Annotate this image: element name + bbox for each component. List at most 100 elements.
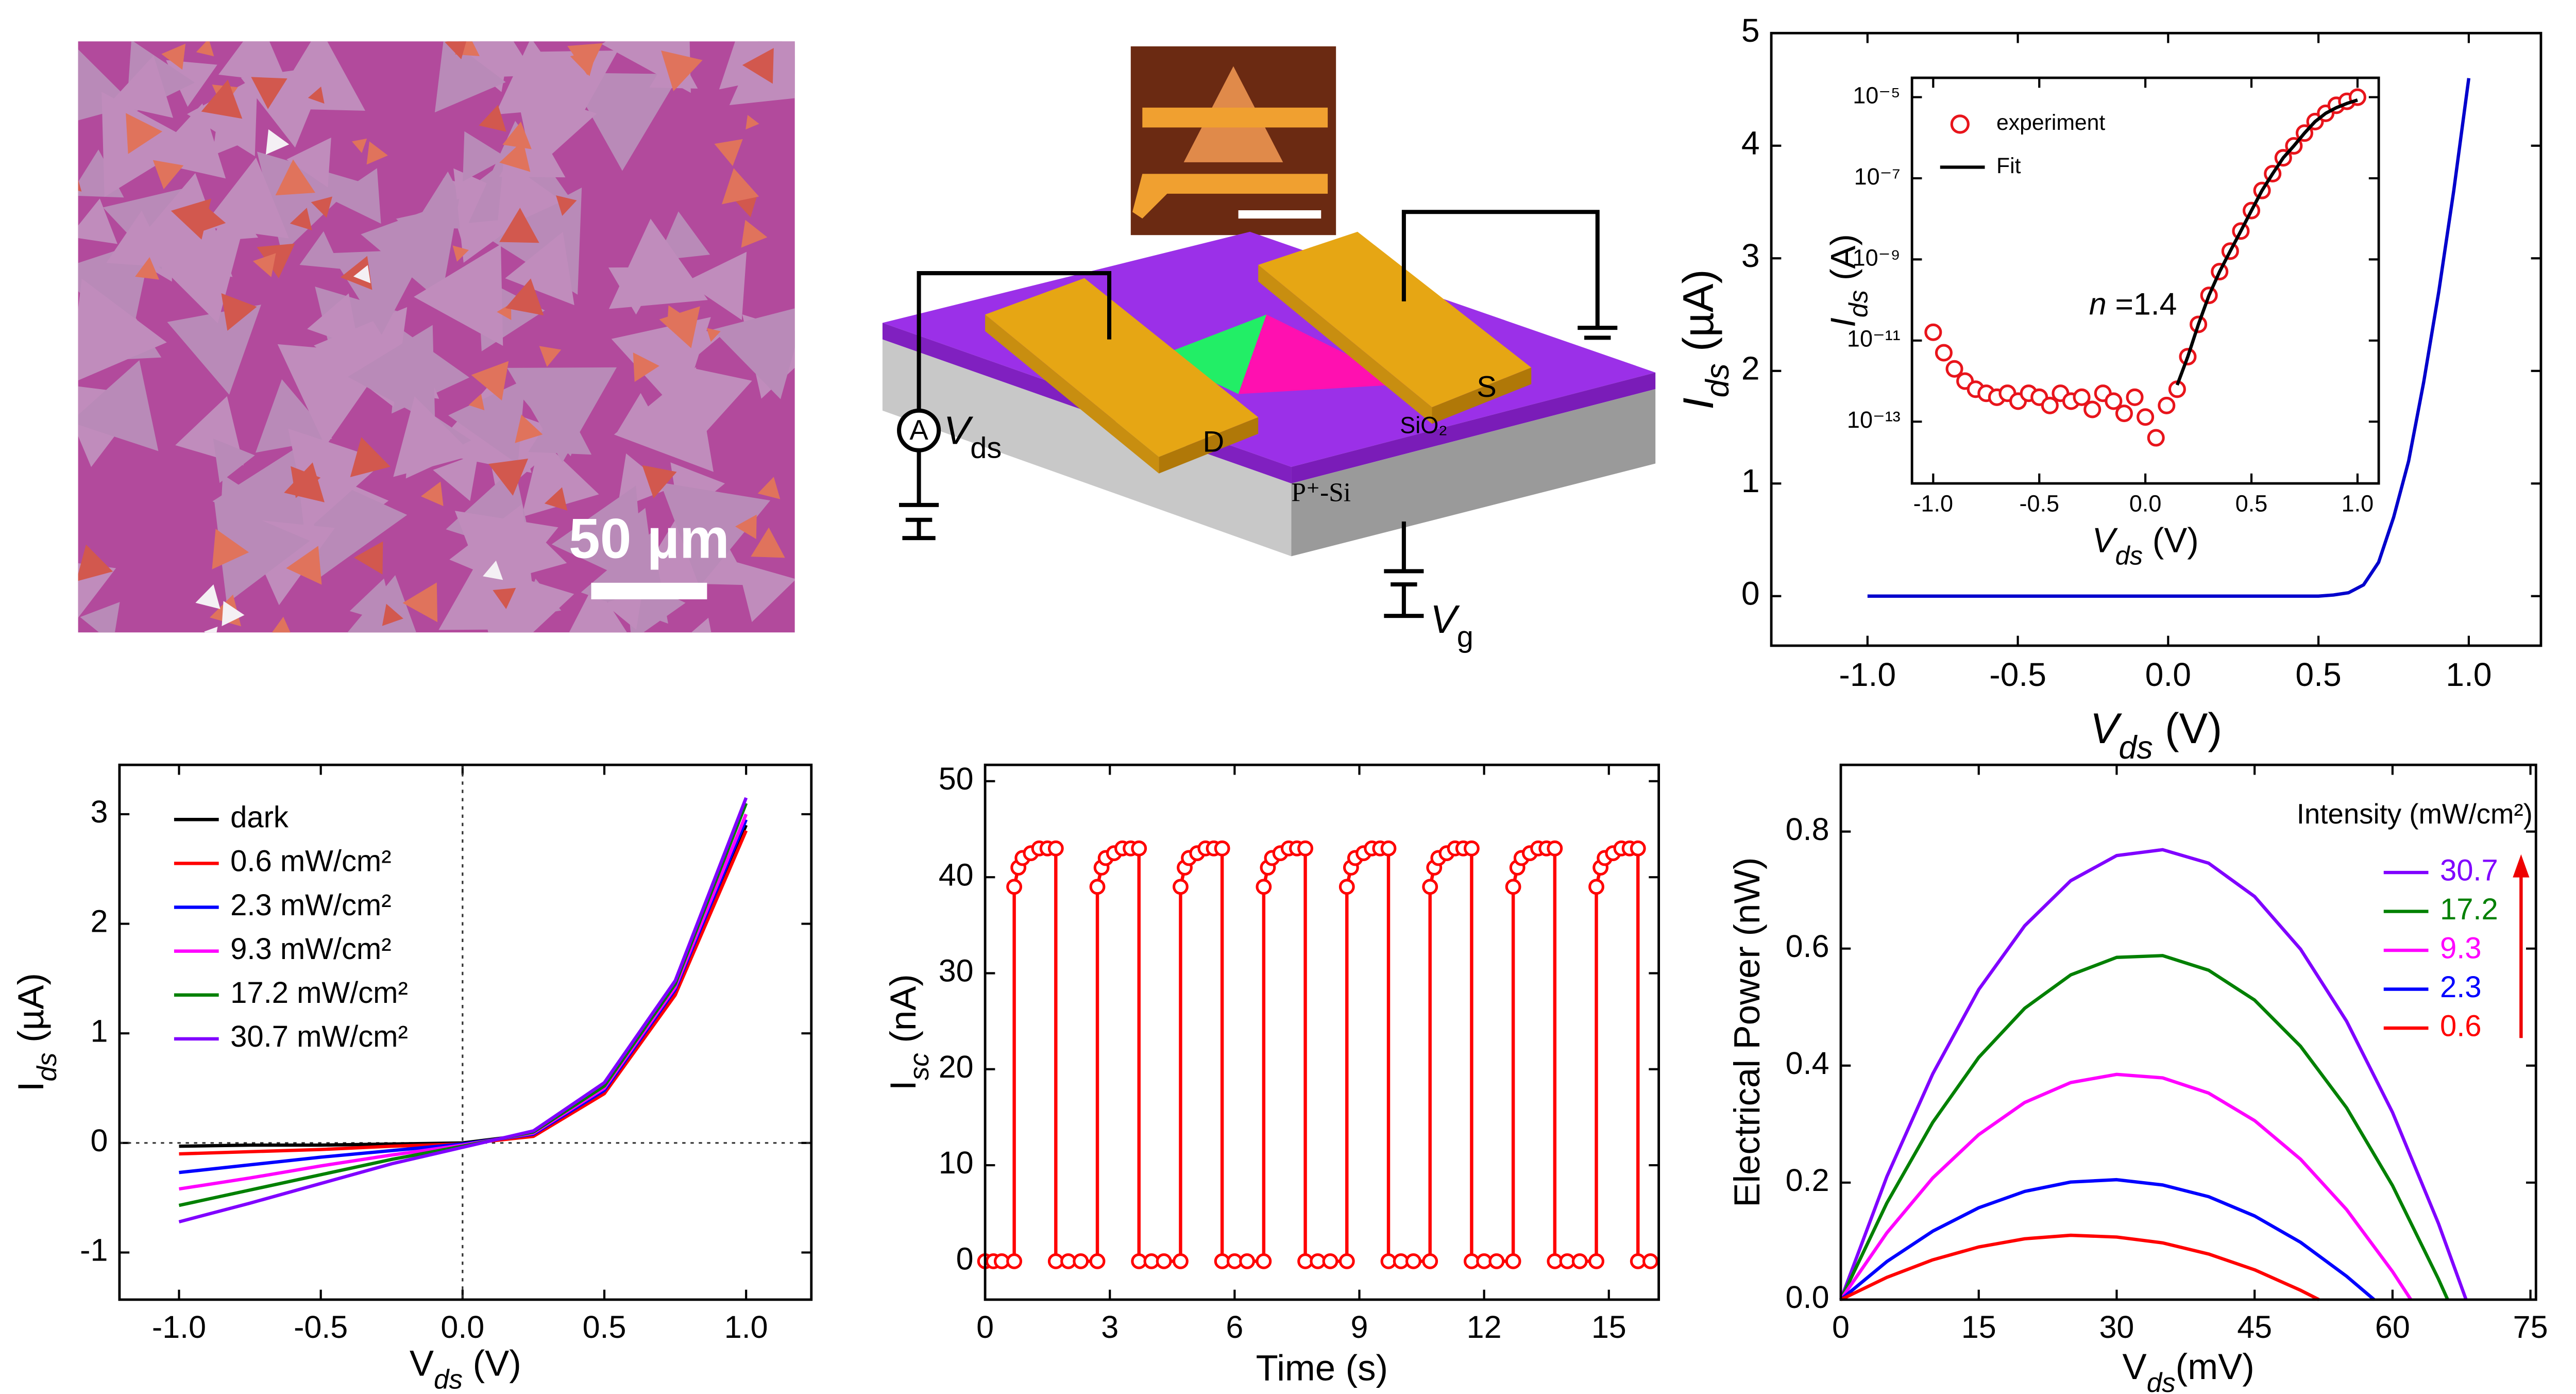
substrate-label: P⁺-Si — [1291, 478, 1351, 507]
y-tick-label: 0.0 — [1786, 1280, 1829, 1315]
x-axis-label: Vds (V) — [2092, 522, 2199, 570]
y-tick-label: 50 — [939, 761, 974, 796]
data-point — [1256, 879, 1272, 895]
label-part: sc — [904, 1053, 934, 1080]
drain-label: D — [1203, 425, 1225, 458]
legend-label: experiment — [1996, 110, 2105, 135]
y-axis-label: Electrical Power (nW) — [1726, 857, 1767, 1207]
flake — [275, 159, 315, 196]
data-point — [1924, 323, 1942, 341]
y-axis-label: Isc (nA) — [883, 974, 935, 1090]
data-point — [2041, 396, 2059, 414]
flake — [78, 544, 113, 581]
label-part: (mV) — [2176, 1346, 2255, 1386]
flake — [493, 587, 516, 609]
flake — [270, 41, 365, 111]
label-part: (nA) — [883, 974, 923, 1053]
label-part: ds — [2147, 1367, 2176, 1394]
data-point — [1422, 1253, 1438, 1269]
flake — [544, 487, 568, 511]
flake — [340, 256, 372, 290]
flake — [187, 76, 258, 157]
label-part: ds — [2119, 730, 2153, 766]
label-part: (µA) — [10, 973, 51, 1053]
flake — [213, 439, 255, 483]
annotation: n =1.4 — [2089, 286, 2177, 321]
y-tick-label: 0 — [1741, 575, 1760, 612]
flake — [152, 160, 184, 190]
flake — [685, 251, 747, 320]
ammeter-label: A — [909, 414, 928, 446]
data-point — [1588, 879, 1604, 895]
flake — [204, 626, 218, 633]
y-tick-label: 0 — [90, 1123, 108, 1158]
data-line — [178, 797, 748, 1224]
legend-label: 0.6 — [2440, 1010, 2482, 1043]
y-tick-label: 3 — [90, 794, 108, 829]
legend-label: 30.7 mW/cm² — [230, 1020, 408, 1053]
flake — [171, 198, 211, 240]
legend-label: 17.2 mW/cm² — [230, 977, 408, 1010]
data-point — [1488, 1253, 1505, 1269]
flake — [751, 527, 785, 558]
flake — [669, 363, 752, 444]
flake — [257, 243, 295, 279]
x-tick-label: 60 — [2375, 1309, 2410, 1345]
flake — [495, 41, 580, 115]
data-point — [1571, 1253, 1588, 1269]
label-part: ds — [1844, 290, 1873, 317]
flake — [78, 278, 167, 381]
x-tick-label: 0.0 — [440, 1309, 484, 1345]
label-part: ds — [1700, 363, 1736, 397]
data-point — [1945, 360, 1963, 378]
flake — [569, 582, 627, 633]
flake — [354, 541, 383, 575]
label-part: (A) — [1824, 234, 1862, 290]
flake — [661, 50, 703, 92]
flake — [691, 617, 711, 633]
label-part: V — [1430, 597, 1460, 642]
legend-label: 9.3 mW/cm² — [230, 933, 391, 966]
flake — [393, 396, 474, 477]
flake — [449, 504, 534, 595]
flake — [78, 198, 118, 244]
flake — [433, 453, 479, 501]
wiring — [897, 210, 1618, 618]
flake — [286, 546, 322, 585]
flake — [291, 466, 321, 498]
y-axis-label: Ids (µA) — [1674, 270, 1735, 410]
flake — [308, 87, 325, 104]
flake — [353, 265, 371, 283]
label-part: V — [944, 409, 974, 453]
data-point — [1156, 1253, 1172, 1269]
flake — [218, 41, 287, 83]
y-tick-label: 4 — [1741, 125, 1760, 162]
flake — [757, 477, 781, 499]
x-tick-label: 0.5 — [2295, 656, 2341, 693]
y-tick-label: -1 — [80, 1233, 108, 1268]
source-label: S — [1477, 371, 1497, 404]
x-tick-label: 45 — [2237, 1309, 2272, 1345]
flake — [445, 41, 467, 60]
flake — [149, 103, 226, 179]
y-tick-label: 10 — [939, 1145, 974, 1180]
flake — [252, 253, 276, 277]
legend-title: Intensity (mW/cm²) — [2297, 798, 2533, 830]
source-electrode — [1258, 265, 1432, 424]
x-tick-label: 6 — [1226, 1309, 1243, 1345]
axis-frame — [1770, 31, 2543, 647]
flake — [382, 603, 403, 626]
data-point — [1935, 344, 1953, 362]
flake — [497, 159, 563, 231]
y-tick-label: 40 — [939, 857, 974, 892]
flake — [311, 196, 333, 218]
flake — [109, 55, 173, 118]
x-tick-label: 30 — [2099, 1309, 2134, 1345]
drain-electrode — [985, 314, 1159, 474]
flake — [396, 207, 449, 259]
data-point — [1422, 879, 1438, 895]
flake — [551, 485, 645, 588]
flake — [479, 105, 506, 132]
